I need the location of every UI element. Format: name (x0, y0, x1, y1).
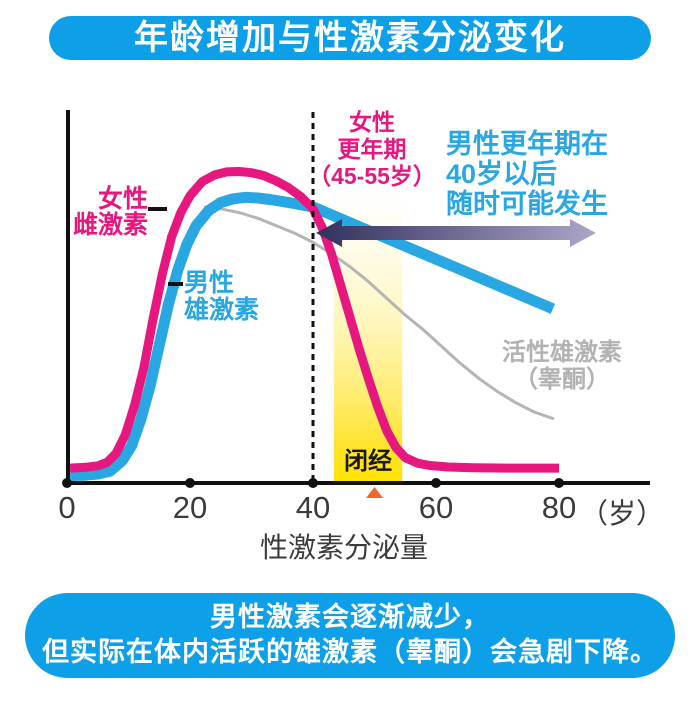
x-tick-dot (185, 478, 195, 488)
footer-note: 男性激素会逐渐减少， 但实际在体内活跃的雄激素（睾酮）会急剧下降。 (25, 593, 675, 678)
label-male-androgen: 男性 雄激素 (184, 269, 260, 324)
x-axis-tick-dots (62, 478, 564, 488)
label-female-estrogen: 女性 雌激素 (72, 185, 148, 239)
label-male-menopause: 男性更年期在 40岁以后 随时可能发生 (446, 129, 608, 219)
x-tick-label: 0 (58, 490, 76, 525)
x-tick-label: 20 (172, 490, 208, 525)
x-tick-label: 40 (295, 490, 331, 525)
curve-female-estrogen (69, 167, 559, 473)
x-tick-label: 60 (418, 490, 454, 525)
curve-active-androgen (203, 205, 555, 420)
page-title: 年龄增加与性激素分泌变化 (49, 16, 651, 60)
male-menopause-range-arrow (316, 219, 596, 247)
label-amenorrhea: 闭经 (344, 448, 392, 475)
x-tick-dot (62, 478, 72, 488)
label-active-androgen: 活性雄激素 （睾酮） (502, 339, 622, 393)
x-tick-dot (554, 478, 564, 488)
footer-note-line1: 男性激素会逐渐减少， (210, 602, 490, 632)
leader-tick-female (148, 207, 167, 211)
x-axis-unit: （岁） (580, 498, 665, 529)
x-axis-tick-labels: 0 20 40 60 80 (0, 490, 700, 525)
leader-tick-male (168, 282, 183, 286)
x-tick-dot (431, 478, 441, 488)
label-female-menopause: 女性 更年期 （45-55岁） (308, 109, 436, 189)
age-50-marker-icon (366, 487, 383, 498)
x-tick-dot (308, 478, 318, 488)
x-tick-label: 80 (541, 490, 577, 525)
footer-note-line2: 但实际在体内活跃的雄激素（睾酮）会急剧下降。 (42, 637, 658, 667)
axis-caption: 性激素分泌量 (259, 532, 428, 563)
curve-male-androgen (69, 191, 556, 481)
